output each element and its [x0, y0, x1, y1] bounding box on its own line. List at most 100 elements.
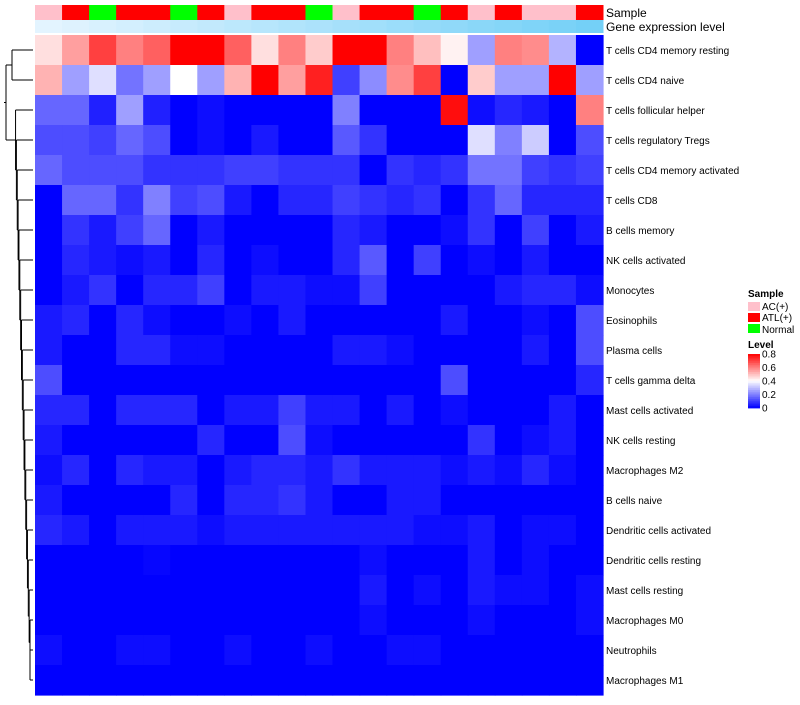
heatmap-cell — [548, 575, 577, 606]
heatmap-cell — [143, 485, 171, 516]
sample-annotation-cell — [224, 5, 252, 20]
heatmap-cell — [521, 545, 550, 576]
heatmap-cell — [278, 545, 307, 576]
heatmap-cell — [35, 605, 63, 636]
heatmap-cell — [251, 665, 280, 696]
heatmap-cell — [251, 575, 280, 606]
heatmap-cell — [116, 365, 144, 396]
heatmap-cell — [251, 515, 280, 546]
heatmap-cell — [521, 515, 550, 546]
heatmap-cell — [440, 365, 469, 396]
heatmap-cell — [197, 215, 225, 246]
heatmap-cell — [89, 575, 117, 606]
heatmap-cell — [548, 35, 577, 66]
heatmap-cell — [305, 155, 334, 186]
level-ramp-segment — [748, 390, 760, 393]
heatmap-cell — [413, 635, 442, 666]
heatmap-cell — [467, 665, 496, 696]
level-ramp-segment — [748, 377, 760, 380]
heatmap-cell — [35, 575, 63, 606]
heatmap-cell — [197, 545, 225, 576]
heatmap-cell — [89, 665, 117, 696]
heatmap-cell — [35, 95, 63, 126]
heatmap-cell — [332, 185, 361, 216]
heatmap-cell — [116, 635, 144, 666]
heatmap-cell — [170, 665, 198, 696]
expression-annotation-cell — [332, 20, 361, 33]
heatmap-cell — [62, 665, 90, 696]
heatmap-cell — [332, 425, 361, 456]
heatmap-cell — [197, 515, 225, 546]
heatmap-cell — [575, 305, 604, 336]
heatmap-cell — [89, 275, 117, 306]
heatmap-cell — [35, 455, 63, 486]
heatmap-cell — [386, 605, 415, 636]
heatmap-cell — [170, 275, 198, 306]
heatmap-cell — [251, 545, 280, 576]
heatmap-cell — [359, 185, 388, 216]
heatmap-cell — [575, 155, 604, 186]
heatmap-cell — [143, 635, 171, 666]
expression-annotation-cell — [494, 20, 523, 33]
heatmap-cell — [440, 545, 469, 576]
heatmap-cell — [197, 395, 225, 426]
heatmap-cell — [521, 395, 550, 426]
row-label: Macrophages M0 — [606, 616, 684, 627]
heatmap-cell — [278, 665, 307, 696]
heatmap-cell — [278, 485, 307, 516]
heatmap-cell — [62, 65, 90, 96]
heatmap-cell — [413, 515, 442, 546]
heatmap-cell — [359, 635, 388, 666]
heatmap-cell — [359, 545, 388, 576]
heatmap-cell — [305, 185, 334, 216]
heatmap-cell — [62, 305, 90, 336]
heatmap-cell — [440, 275, 469, 306]
heatmap-cell — [278, 305, 307, 336]
heatmap-cell — [413, 305, 442, 336]
heatmap-cell — [35, 335, 63, 366]
heatmap-cell — [305, 275, 334, 306]
heatmap-cell — [89, 215, 117, 246]
heatmap-cell — [62, 155, 90, 186]
row-label: T cells CD8 — [606, 196, 658, 207]
heatmap-cell — [251, 455, 280, 486]
heatmap-cell — [143, 335, 171, 366]
heatmap-cell — [251, 155, 280, 186]
heatmap-cell — [359, 215, 388, 246]
heatmap-cell — [305, 485, 334, 516]
heatmap-cell — [494, 245, 523, 276]
heatmap-cell — [278, 245, 307, 276]
heatmap-cell — [251, 215, 280, 246]
heatmap-cell — [224, 395, 252, 426]
level-ramp-segment — [748, 368, 760, 371]
heatmap-cell — [548, 365, 577, 396]
row-label: T cells CD4 memory resting — [606, 46, 729, 57]
expression-annotation-cell — [278, 20, 306, 33]
heatmap-cell — [197, 95, 225, 126]
expression-annotation-cell — [413, 20, 442, 33]
heatmap-cell — [224, 95, 252, 126]
heatmap-cell — [278, 65, 307, 96]
heatmap-cell — [440, 635, 469, 666]
sample-annotation-cell — [386, 5, 415, 20]
heatmap-cell — [494, 215, 523, 246]
sample-annotation-cell — [278, 5, 306, 20]
heatmap-cell — [440, 665, 469, 696]
heatmap-cell — [143, 155, 171, 186]
heatmap-cell — [89, 365, 117, 396]
heatmap-cell — [494, 455, 523, 486]
heatmap-cell — [467, 215, 496, 246]
heatmap-cell — [521, 215, 550, 246]
heatmap-cell — [413, 485, 442, 516]
heatmap-cell — [494, 365, 523, 396]
heatmap-cell — [224, 635, 252, 666]
expression-annotation-cell — [89, 20, 117, 33]
row-labels: T cells CD4 memory resting T cells CD4 na… — [606, 46, 739, 687]
level-ramp-segment — [748, 393, 760, 396]
heatmap-cell — [359, 515, 388, 546]
heatmap-cell — [143, 575, 171, 606]
heatmap-cell — [575, 35, 604, 66]
heatmap-cell — [386, 425, 415, 456]
heatmap-cell — [116, 545, 144, 576]
heatmap-cell — [386, 635, 415, 666]
